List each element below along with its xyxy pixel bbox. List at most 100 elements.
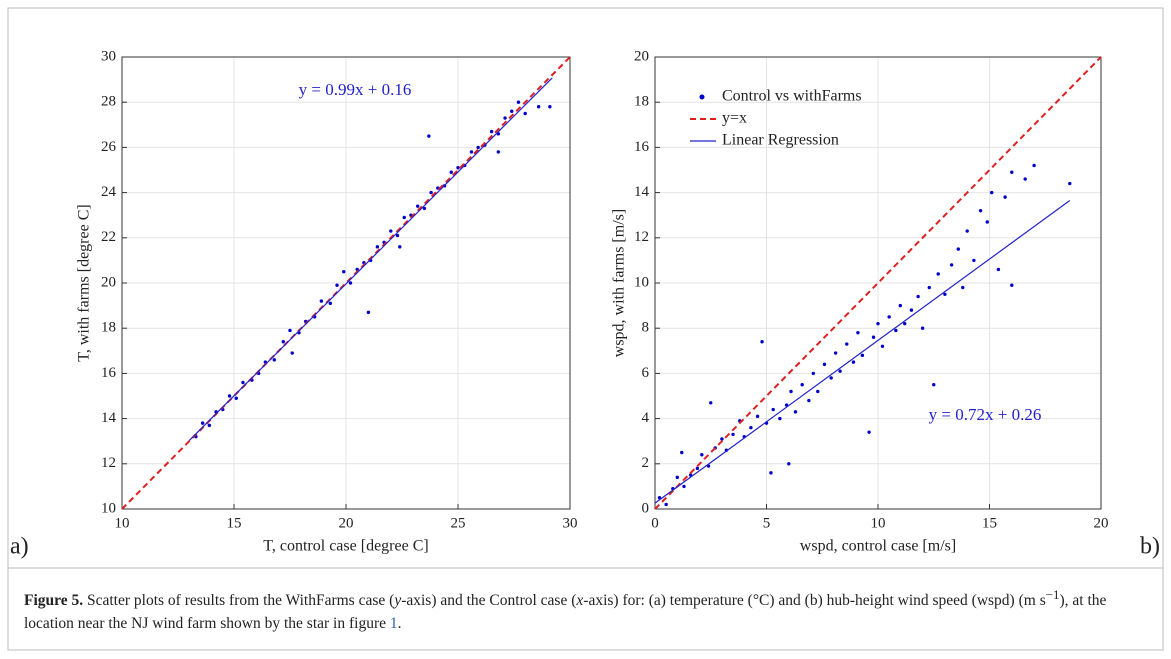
point: [290, 351, 294, 355]
point: [1032, 163, 1036, 168]
point: [871, 335, 876, 339]
y-tick-label: 2: [642, 455, 650, 471]
point: [288, 328, 292, 333]
caption-text: Scatter plots of results from the WithFa…: [83, 592, 395, 610]
point: [811, 371, 816, 376]
x-tick-label: 15: [982, 515, 997, 531]
caption-text: -axis) for: (a) temperature (°C) and (b)…: [583, 592, 1046, 610]
y-tick-label: 20: [634, 48, 649, 64]
x-tick-label: 5: [763, 515, 771, 531]
y-tick-label: 30: [101, 48, 116, 64]
x-axis-label: T, control case [degree C]: [263, 538, 428, 555]
point: [523, 111, 527, 116]
point: [867, 430, 871, 434]
point: [898, 303, 902, 308]
point: [731, 432, 735, 437]
point: [965, 229, 969, 233]
point: [936, 272, 940, 276]
point: [932, 383, 936, 387]
point: [449, 170, 453, 174]
annotation: y = 0.99x + 0.16: [299, 80, 412, 99]
line: [121, 56, 571, 510]
y-tick-label: 14: [634, 184, 650, 200]
y-tick-label: 26: [101, 139, 117, 155]
y-tick-label: 18: [101, 320, 116, 336]
point: [503, 116, 507, 120]
y-tick-label: 22: [101, 229, 116, 245]
y-axis-label: wspd, with farms [m/s]: [611, 209, 628, 357]
point: [903, 321, 907, 326]
legend-marker: [699, 94, 705, 100]
legend-label: y=x: [722, 110, 747, 127]
point: [207, 423, 212, 428]
point: [476, 145, 480, 150]
point: [860, 353, 865, 358]
y-tick-label: 0: [642, 500, 650, 516]
caption-label: Figure 5.: [24, 592, 84, 610]
x-tick-label: 15: [227, 515, 242, 531]
line: [654, 200, 1071, 504]
point: [807, 398, 811, 403]
point: [348, 281, 353, 285]
point: [389, 229, 393, 233]
point: [755, 414, 760, 419]
y-tick-label: 8: [642, 320, 650, 336]
x-tick-label: 20: [1094, 515, 1109, 531]
y-tick-label: 14: [101, 410, 117, 426]
y-tick-label: 16: [634, 139, 650, 155]
point: [427, 134, 431, 138]
point: [916, 294, 920, 299]
y-tick-label: 18: [634, 94, 649, 110]
point: [398, 245, 402, 249]
point: [996, 267, 1001, 272]
point: [709, 401, 713, 405]
caption-text: ), at the location near the NJ wind farm…: [24, 592, 1107, 633]
legend-label: Linear Regression: [722, 132, 839, 149]
point: [833, 351, 838, 355]
point: [700, 453, 704, 457]
point: [335, 283, 339, 287]
point: [816, 389, 820, 394]
point: [429, 190, 433, 195]
frame: [7, 7, 1164, 651]
point: [227, 394, 232, 398]
point: [838, 369, 842, 373]
y-tick-label: 4: [642, 410, 650, 426]
caption-text: -axis) and the Control case (: [401, 592, 577, 610]
point: [985, 220, 989, 224]
point: [281, 340, 285, 344]
point: [469, 150, 474, 154]
legend-label: Control vs withFarms: [722, 88, 862, 105]
panel-label: b): [1140, 534, 1160, 560]
point: [342, 270, 346, 274]
point: [909, 308, 914, 312]
y-tick-label: 28: [101, 94, 116, 110]
point: [375, 245, 380, 249]
point: [328, 301, 333, 306]
caption-text: y: [394, 592, 402, 610]
point: [956, 247, 960, 251]
point: [920, 326, 925, 330]
point: [680, 450, 684, 455]
point: [510, 109, 514, 113]
y-axis-label: T, with farms [degree C]: [76, 204, 93, 361]
point: [402, 215, 406, 220]
y-tick-label: 16: [101, 365, 117, 381]
x-tick-label: 30: [563, 515, 578, 531]
point: [395, 233, 400, 238]
line: [654, 56, 1102, 510]
point: [943, 292, 947, 296]
point: [961, 285, 965, 290]
point: [876, 321, 880, 326]
point: [856, 331, 860, 335]
point: [200, 421, 205, 425]
figure-link[interactable]: 1: [389, 615, 398, 633]
point: [415, 204, 420, 208]
x-tick-label: 10: [115, 515, 130, 531]
point: [972, 258, 976, 263]
point: [319, 299, 324, 303]
point: [682, 484, 686, 489]
point: [800, 383, 804, 387]
caption-text: −1: [1045, 587, 1060, 602]
